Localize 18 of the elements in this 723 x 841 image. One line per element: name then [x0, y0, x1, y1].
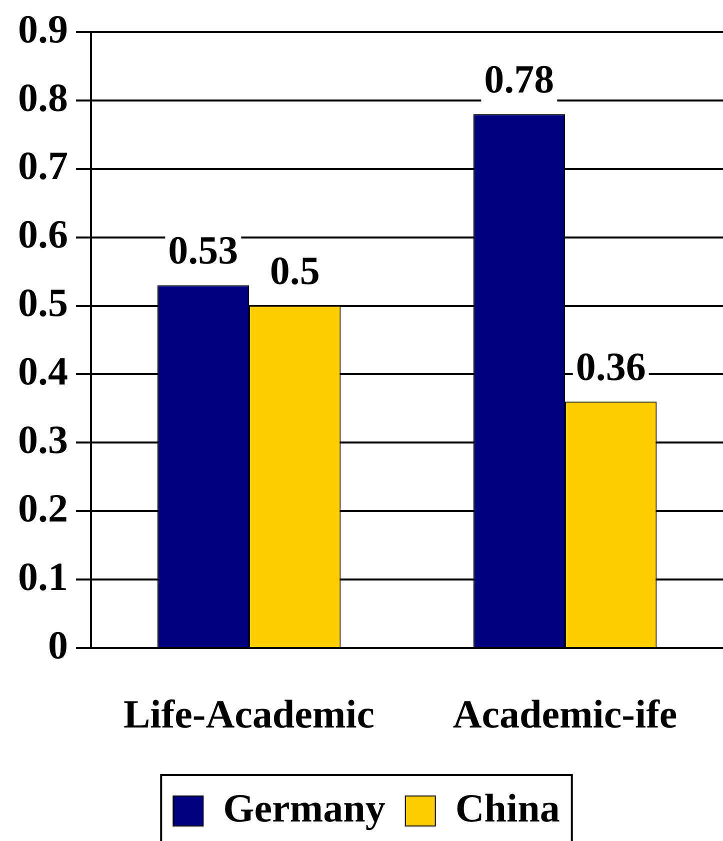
y-tick-label: 0.9 [18, 6, 68, 52]
y-tick-label: 0.4 [18, 348, 68, 394]
y-tick-label: 0.2 [18, 485, 68, 530]
x-tick-label: Life-Academic [123, 691, 375, 736]
data-label: 0.36 [576, 344, 646, 389]
y-tick-label: 0.3 [18, 416, 68, 462]
legend-label: Germany [223, 785, 386, 830]
y-tick-label: 0.5 [18, 280, 68, 326]
x-tick-label: Academic-ife [452, 691, 678, 736]
data-label: 0.5 [270, 248, 320, 294]
y-tick-label: 0.7 [18, 143, 68, 188]
y-tick-label: 0.8 [18, 74, 68, 120]
y-tick-label: 0.6 [18, 212, 68, 257]
legend-label: China [455, 785, 560, 830]
y-tick-label: 0 [48, 622, 68, 668]
data-label: 0.53 [168, 228, 238, 273]
y-tick-label: 0.1 [18, 554, 68, 599]
data-label: 0.78 [484, 56, 554, 102]
